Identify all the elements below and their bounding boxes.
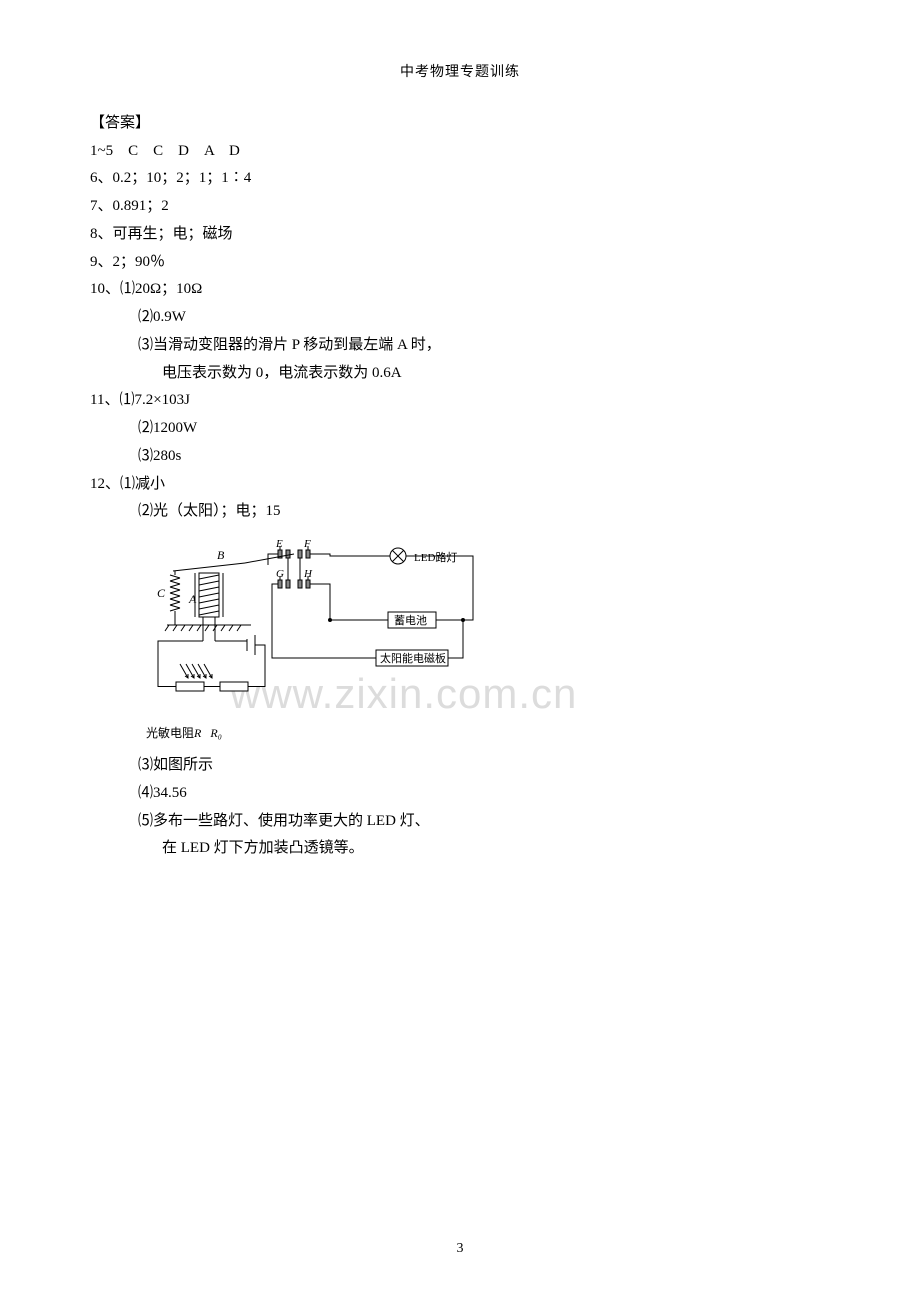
answer-line-11: ⑵1200W — [90, 415, 830, 443]
answer-line-8: ⑶当滑动变阻器的滑片 P 移动到最左端 A 时， — [90, 332, 830, 360]
answer-line-18: 在 LED 灯下方加装凸透镜等。 — [90, 835, 830, 863]
caption-R0: R₀ — [210, 726, 222, 740]
diagram-caption: 光敏电阻R R₀ — [138, 722, 830, 744]
answer-line-2: 6、0.2；10；2；1；1∶4 — [90, 165, 830, 193]
svg-text:E: E — [275, 538, 283, 550]
svg-text:LED路灯: LED路灯 — [414, 551, 457, 564]
circuit-svg: B C A E F G H LED路灯蓄电池太阳能电磁板 — [138, 532, 483, 707]
svg-text:太阳能电磁板: 太阳能电磁板 — [380, 651, 446, 665]
answer-line-12: ⑶280s — [90, 443, 830, 471]
answer-line-7: ⑵0.9W — [90, 304, 830, 332]
svg-text:H: H — [303, 568, 313, 580]
answer-line-9: 电压表示数为 0，电流表示数为 0.6A — [90, 360, 830, 388]
answer-line-15: ⑶如图所示 — [90, 752, 830, 780]
content-block: 【答案】 1~5 C C D A D 6、0.2；10；2；1；1∶4 7、0.… — [90, 110, 830, 863]
answer-line-13: 12、⑴减小 — [90, 471, 830, 499]
answer-line-17: ⑸多布一些路灯、使用功率更大的 LED 灯、 — [90, 808, 830, 836]
circuit-diagram: B C A E F G H LED路灯蓄电池太阳能电磁板 光敏电阻R R₀ — [138, 532, 830, 744]
svg-text:F: F — [303, 538, 311, 550]
svg-text:蓄电池: 蓄电池 — [394, 614, 427, 627]
svg-text:G: G — [276, 568, 284, 580]
page-header: 中考物理专题训练 — [90, 60, 830, 86]
caption-left: 光敏电阻 — [146, 726, 194, 740]
answer-line-5: 9、2；90％ — [90, 249, 830, 277]
svg-text:C: C — [157, 586, 166, 600]
answer-line-1: 1~5 C C D A D — [90, 138, 830, 166]
answer-line-16: ⑷34.56 — [90, 780, 830, 808]
answer-line-14: ⑵光（太阳）；电；15 — [90, 498, 830, 526]
svg-text:A: A — [188, 592, 197, 606]
answer-line-6: 10、⑴20Ω；10Ω — [90, 276, 830, 304]
answers-title: 【答案】 — [90, 110, 830, 138]
page-number: 3 — [0, 1236, 920, 1262]
answer-line-3: 7、0.891；2 — [90, 193, 830, 221]
caption-R: R — [194, 726, 201, 740]
svg-text:B: B — [217, 548, 225, 562]
answer-line-4: 8、可再生；电；磁场 — [90, 221, 830, 249]
answer-line-10: 11、⑴7.2×103J — [90, 387, 830, 415]
